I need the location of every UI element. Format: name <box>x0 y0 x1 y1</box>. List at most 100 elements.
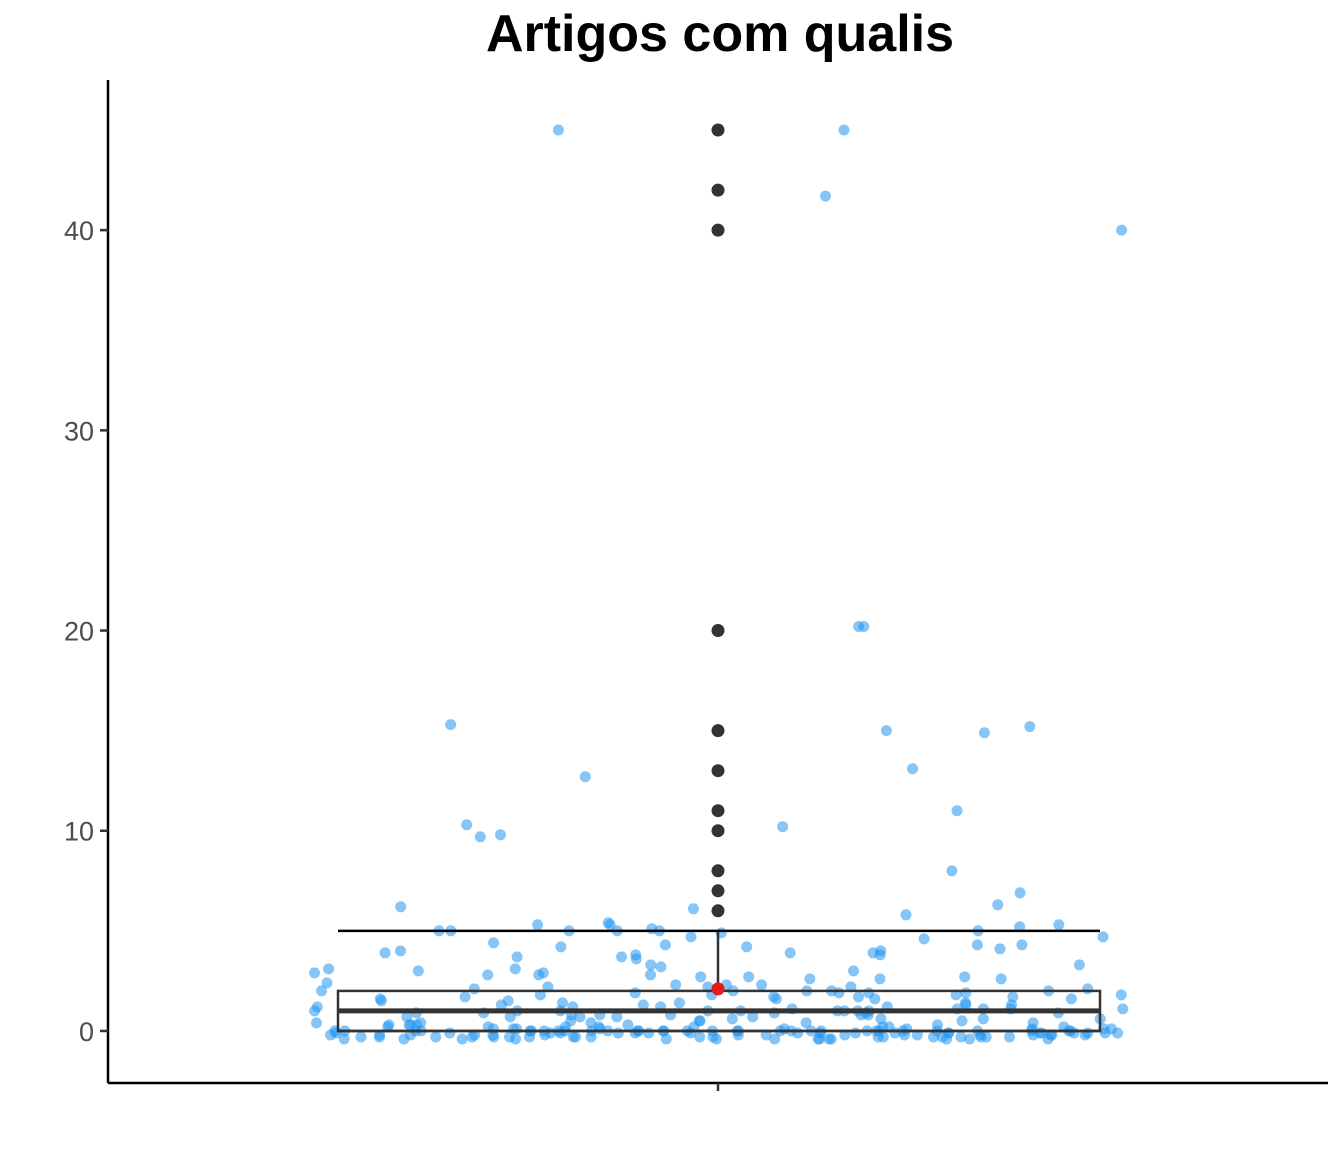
jitter-point <box>488 937 500 949</box>
jitter-point <box>850 1027 861 1039</box>
jitter-point <box>1117 1003 1129 1015</box>
jitter-point <box>907 763 919 775</box>
jitter-point <box>311 1017 322 1029</box>
jitter-point <box>1116 224 1128 236</box>
jitter-point <box>741 941 753 953</box>
outlier-point <box>711 864 725 878</box>
y-axis-ticks: 0 10 20 30 40 <box>64 216 108 1047</box>
jitter-point <box>309 967 320 979</box>
jitter-point <box>1053 919 1065 931</box>
jitter-point <box>524 1031 535 1043</box>
jitter-point <box>995 973 1007 985</box>
outlier-point <box>711 183 725 197</box>
jitter-point <box>474 831 486 843</box>
jitter-point <box>784 947 796 959</box>
y-tick-label: 0 <box>79 1017 94 1047</box>
jitter-point <box>804 973 816 985</box>
jitter-point <box>504 1011 516 1023</box>
jitter-point <box>833 987 845 999</box>
jitter-point <box>373 1031 385 1043</box>
jitter-point <box>1014 887 1026 899</box>
jitter-point <box>1004 1031 1015 1043</box>
outlier-point <box>711 123 725 137</box>
jitter-point <box>395 945 406 957</box>
jitter-point <box>992 899 1004 911</box>
jitter-point <box>946 865 958 877</box>
jitter-point <box>585 1031 597 1043</box>
jitter-point <box>539 1029 551 1041</box>
jitter-point <box>323 963 335 975</box>
jitter-point <box>511 951 523 963</box>
jitter-point <box>309 1005 321 1017</box>
jitter-point <box>660 1033 672 1045</box>
jitter-point <box>1099 1027 1111 1039</box>
jitter-point <box>1097 931 1109 943</box>
jitter-point <box>975 1031 987 1043</box>
jitter-point <box>977 1013 989 1025</box>
jitter-point <box>848 965 859 977</box>
jitter-point <box>673 997 685 1009</box>
jitter-point <box>874 973 886 985</box>
jitter-point <box>579 771 591 783</box>
jitter-point <box>629 987 641 999</box>
outlier-point <box>711 904 725 918</box>
jitter-point <box>482 969 494 981</box>
jitter-point <box>670 979 682 991</box>
jitter-point <box>445 719 457 731</box>
jitter-point <box>382 1021 394 1033</box>
jitter-point <box>395 901 407 913</box>
jitter-points <box>309 124 1129 1045</box>
jitter-point <box>792 1027 804 1039</box>
jitter-point <box>960 999 972 1011</box>
jitter-point <box>643 1027 655 1039</box>
jitter-point <box>321 977 333 989</box>
jitter-point <box>555 941 567 953</box>
jitter-point <box>951 805 963 817</box>
jitter-point <box>612 1027 624 1039</box>
jitter-point <box>325 1029 336 1041</box>
jitter-point <box>838 124 850 136</box>
jitter-point <box>994 943 1006 955</box>
jitter-point <box>509 963 521 975</box>
jitter-point <box>978 727 990 739</box>
jitter-point <box>466 1031 478 1043</box>
jitter-point <box>694 1031 706 1043</box>
jitter-point <box>655 961 667 973</box>
jitter-point <box>444 1027 456 1039</box>
jitter-point <box>637 999 649 1011</box>
jitter-point <box>570 1031 581 1043</box>
jitter-point <box>412 965 424 977</box>
outlier-point <box>711 824 725 838</box>
jitter-point <box>574 1011 586 1023</box>
jitter-point <box>542 981 554 993</box>
jitter-point <box>630 953 642 965</box>
outlier-point <box>711 223 725 237</box>
jitter-point <box>645 959 657 971</box>
jitter-point <box>889 1027 901 1039</box>
jitter-point <box>645 969 656 981</box>
jitter-point <box>732 1029 744 1041</box>
jitter-point <box>960 987 972 999</box>
jitter-point <box>695 971 707 983</box>
jitter-point <box>726 1013 738 1025</box>
jitter-point <box>379 947 391 959</box>
jitter-point <box>964 1033 976 1045</box>
jitter-point <box>1027 1029 1039 1041</box>
jitter-point <box>510 1033 522 1045</box>
jitter-point <box>760 1029 772 1041</box>
y-tick-label: 10 <box>64 817 94 847</box>
jitter-point <box>956 1015 968 1027</box>
jitter-point <box>1014 921 1026 933</box>
chart-title: Artigos com qualis <box>485 5 955 63</box>
jitter-point <box>710 1033 722 1045</box>
jitter-point <box>355 1031 367 1043</box>
jitter-point <box>756 979 768 991</box>
y-tick-label: 40 <box>64 216 94 246</box>
jitter-point <box>918 933 930 945</box>
jitter-point <box>1073 959 1085 971</box>
jitter-point <box>770 993 782 1005</box>
jitter-point <box>825 1033 837 1045</box>
outlier-point <box>711 884 725 898</box>
jitter-point <box>430 1031 442 1043</box>
